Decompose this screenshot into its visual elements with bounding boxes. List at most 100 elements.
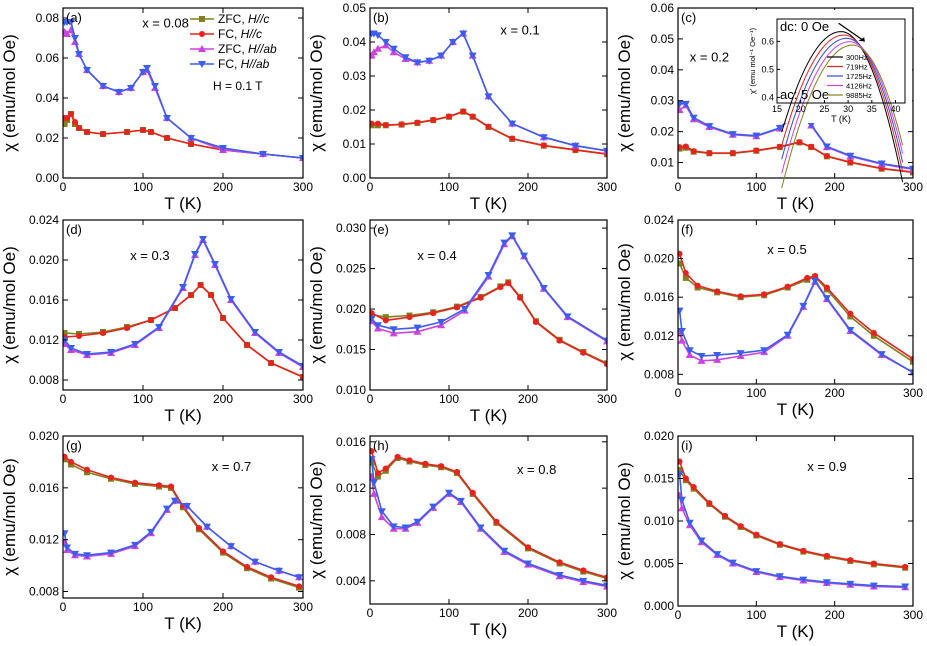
data-point	[187, 135, 195, 142]
data-point	[370, 310, 375, 317]
inset-x-tick-label: 35	[867, 104, 877, 114]
data-point	[728, 559, 737, 567]
data-point	[164, 135, 170, 141]
data-point	[131, 341, 139, 348]
series-fc_ab	[370, 232, 607, 345]
data-point	[493, 518, 500, 525]
data-point	[377, 513, 386, 521]
data-point	[413, 59, 422, 67]
data-point	[107, 549, 115, 557]
data-point	[413, 324, 422, 332]
series-fc_c	[63, 282, 303, 380]
series-fc_ab	[678, 277, 913, 377]
field-label: H = 0.1 T	[213, 79, 263, 93]
data-point	[259, 151, 267, 158]
y-tick-label: 0.01	[343, 137, 367, 151]
axes-frame	[677, 219, 914, 385]
y-tick-label: 0.04	[651, 63, 675, 77]
data-point	[148, 317, 154, 323]
data-point	[107, 349, 115, 356]
data-point	[188, 141, 194, 147]
x-axis-title: T (K)	[777, 400, 814, 419]
y-axis-title: χ (emu/mol Oe)	[307, 461, 326, 579]
x-tick-label: 200	[213, 392, 233, 406]
panel-label: (b)	[373, 10, 389, 25]
x-tick-label: 0	[367, 392, 374, 406]
panel-label: (c)	[681, 10, 696, 25]
series-zfc_ab	[370, 232, 607, 345]
composition-label: x = 0.4	[417, 248, 456, 263]
y-tick-label: 0.012	[644, 329, 674, 343]
x-tick-label: 200	[213, 180, 233, 194]
series-fc_c	[678, 250, 913, 362]
data-point	[179, 284, 187, 291]
y-tick-label: 0.00	[36, 171, 60, 185]
data-point	[382, 314, 389, 321]
y-tick-label: 0.01	[651, 156, 675, 170]
data-point	[847, 557, 854, 564]
data-point	[694, 282, 701, 289]
series-line	[678, 495, 906, 589]
data-point	[381, 39, 390, 46]
inset-x-tick-label: 30	[843, 104, 853, 114]
data-point	[469, 113, 476, 120]
x-tick-label: 0	[675, 608, 682, 622]
x-axis-title: T (K)	[164, 614, 201, 633]
y-tick-label: 0.012	[336, 481, 366, 495]
y-tick-label: 0.03	[343, 69, 367, 83]
data-point	[155, 324, 163, 331]
data-point	[143, 65, 151, 72]
x-tick-label: 100	[133, 600, 153, 614]
data-point	[796, 139, 803, 146]
data-point	[807, 121, 816, 129]
y-tick-label: 0.02	[343, 103, 367, 117]
y-tick-label: 0.020	[644, 429, 674, 443]
data-point	[398, 121, 405, 128]
data-point	[761, 291, 768, 298]
data-point	[83, 351, 91, 358]
series-line	[370, 450, 607, 579]
data-point	[382, 317, 389, 324]
data-point	[808, 143, 815, 150]
data-point	[430, 310, 437, 317]
y-tick-label: 0.015	[336, 343, 366, 357]
data-point	[579, 577, 588, 585]
data-point	[685, 519, 694, 527]
composition-label: x = 0.8	[517, 462, 556, 477]
x-tick-label: 200	[825, 608, 845, 622]
x-tick-label: 200	[825, 386, 845, 400]
data-point	[84, 129, 90, 135]
axes-frame	[62, 219, 304, 391]
x-tick-label: 300	[293, 392, 313, 406]
x-axis-title: T (K)	[470, 620, 507, 639]
inset-curve	[781, 34, 904, 173]
y-tick-label: 0.024	[644, 213, 674, 227]
y-tick-label: 0.04	[343, 35, 367, 49]
data-point	[163, 115, 171, 122]
y-tick-label: 0.020	[644, 252, 674, 266]
data-point	[198, 45, 206, 52]
data-point	[389, 45, 398, 53]
data-point	[685, 347, 694, 355]
series-zfc_c	[678, 260, 913, 365]
x-tick-label: 100	[439, 606, 459, 620]
data-point	[300, 374, 303, 380]
data-point	[706, 149, 713, 156]
data-point	[370, 472, 376, 480]
data-point	[406, 314, 413, 321]
x-tick-label: 0	[60, 392, 67, 406]
data-point	[382, 465, 389, 472]
data-point	[681, 100, 690, 108]
data-point	[68, 458, 74, 465]
data-point	[870, 560, 877, 567]
series-fc_ab	[370, 456, 607, 590]
data-point	[822, 579, 831, 587]
x-tick-label: 300	[597, 180, 617, 194]
y-tick-label: 0.008	[644, 367, 674, 381]
data-point	[689, 114, 698, 122]
data-point	[68, 111, 74, 117]
data-point	[760, 347, 769, 355]
data-point	[678, 100, 684, 108]
series-line	[370, 32, 607, 152]
y-tick-label: 0.03	[651, 94, 675, 108]
